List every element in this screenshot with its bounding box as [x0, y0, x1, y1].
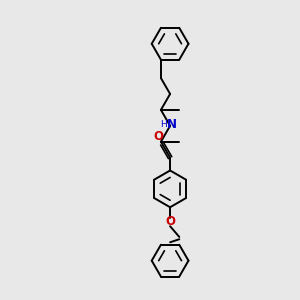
Text: N: N: [167, 118, 177, 131]
Text: O: O: [153, 130, 163, 143]
Text: H: H: [160, 120, 167, 129]
Text: O: O: [165, 214, 175, 227]
